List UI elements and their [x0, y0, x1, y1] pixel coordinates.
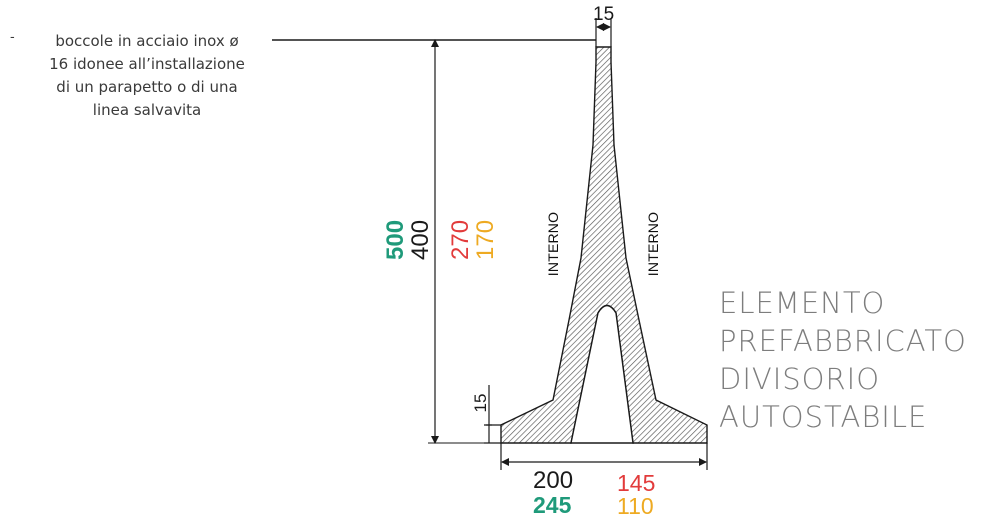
base-200-label: 200 — [533, 467, 574, 494]
element-title: ELEMENTO PREFABBRICATO DIVISORIO AUTOSTA… — [719, 284, 967, 436]
base-thickness-label: 15 — [471, 393, 490, 413]
height-500-label: 500 — [382, 219, 409, 260]
base-145-label: 145 — [617, 470, 656, 496]
side-label-right: INTERNO — [645, 211, 661, 277]
base-245-label: 245 — [533, 492, 572, 518]
height-170-label: 170 — [472, 219, 499, 260]
title-line-2: PREFABBRICATO — [719, 324, 967, 358]
note-line-3: di un parapetto o di una — [56, 78, 238, 96]
title-line-4: AUTOSTABILE — [719, 400, 928, 434]
note-line-2: 16 idonee all’installazione — [49, 55, 245, 73]
height-270-label: 270 — [447, 219, 474, 260]
base-110-label: 110 — [617, 493, 654, 519]
fixing-note: - boccole in acciaio inox ø 16 idonee al… — [10, 30, 272, 122]
title-line-1: ELEMENTO — [719, 286, 886, 320]
inner-void-outline — [570, 304, 634, 444]
note-line-4: linea salvavita — [92, 101, 202, 119]
height-400-label: 400 — [407, 219, 434, 260]
note-line-1: boccole in acciaio inox ø — [55, 32, 239, 50]
note-bullet: - — [10, 30, 15, 45]
title-line-3: DIVISORIO — [719, 362, 881, 396]
side-label-left: INTERNO — [545, 211, 561, 277]
top-width-label: 15 — [593, 4, 615, 25]
